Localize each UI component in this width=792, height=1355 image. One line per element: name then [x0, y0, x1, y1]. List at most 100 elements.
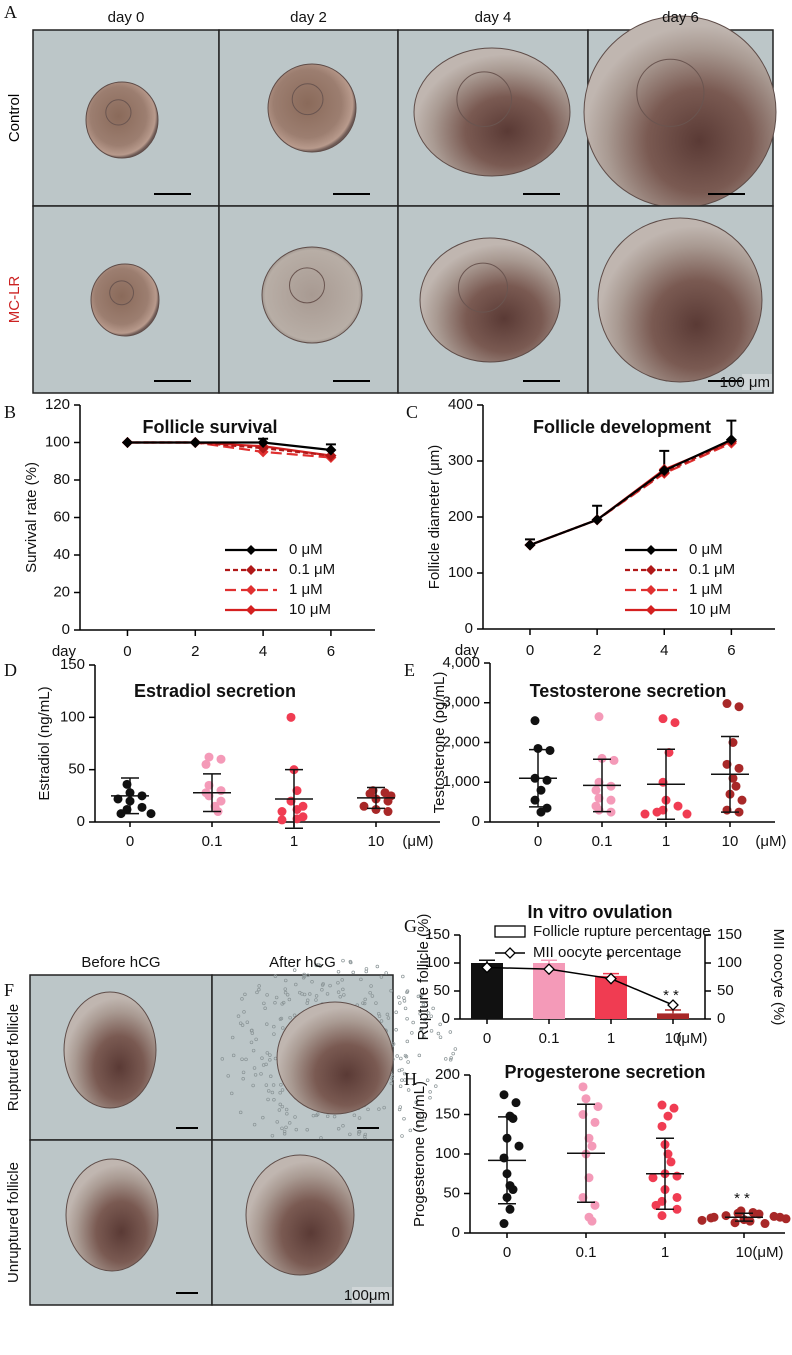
follicle: [583, 15, 777, 209]
cell: [283, 987, 288, 991]
cell: [416, 1124, 421, 1129]
cell: [251, 1048, 256, 1053]
x-axis-label: day: [52, 643, 77, 660]
cell: [338, 995, 342, 999]
cell: [241, 1070, 246, 1075]
cell: [405, 1039, 410, 1044]
column-header: day 2: [290, 9, 327, 26]
cell: [405, 1016, 409, 1021]
data-point: [587, 1141, 597, 1151]
marker: [524, 539, 536, 551]
cell: [386, 1016, 391, 1020]
cell: [268, 1058, 272, 1062]
data-point: [606, 781, 616, 791]
follicle: [597, 217, 763, 383]
data-point: [651, 1200, 661, 1210]
cell: [280, 1002, 284, 1006]
annotation: **: [734, 1190, 754, 1207]
chart-title: Progesterone secretion: [504, 1062, 705, 1082]
cell: [273, 974, 278, 978]
legend-label: 0 μM: [289, 541, 323, 558]
x-tick-label: 1: [607, 1030, 615, 1047]
data-point: [760, 1219, 770, 1229]
cell: [284, 1107, 289, 1112]
cell: [252, 1122, 257, 1127]
data-point: [672, 1204, 682, 1214]
data-point: [508, 1113, 518, 1123]
cell: [398, 1105, 402, 1109]
cell: [426, 1011, 431, 1015]
cell: [272, 1097, 276, 1102]
cell: [431, 1006, 435, 1011]
legend-label: Follicle rupture percentage: [533, 923, 711, 940]
cell: [264, 1083, 269, 1087]
cell: [274, 995, 279, 1000]
y2-axis-label: MII oocyte (%): [770, 929, 787, 1026]
cell: [348, 1132, 352, 1137]
panel-letter: G: [404, 916, 417, 936]
cell: [306, 973, 310, 978]
cell: [447, 1068, 451, 1073]
cell: [241, 1077, 245, 1081]
y2-tick-label: 0: [717, 1010, 725, 1027]
cell: [259, 1072, 263, 1076]
cell: [292, 1013, 297, 1018]
scale-label: 100 μm: [720, 374, 770, 391]
chart-title: In vitro ovulation: [527, 902, 672, 922]
cell: [294, 1127, 299, 1132]
data-point: [542, 775, 552, 785]
cell: [280, 1126, 284, 1131]
marker: [189, 437, 201, 448]
cell: [314, 963, 319, 968]
cell: [278, 1091, 282, 1095]
cell: [261, 1063, 266, 1067]
cell: [265, 1022, 269, 1026]
cell: [229, 1091, 234, 1096]
data-point: [737, 795, 747, 805]
data-point: [669, 1103, 679, 1113]
data-point: [113, 794, 123, 804]
marker: [325, 444, 337, 456]
cell: [379, 1019, 384, 1023]
data-point: [597, 753, 607, 763]
cell: [374, 1001, 378, 1005]
cell: [405, 989, 410, 993]
cell: [425, 1078, 430, 1082]
cell: [263, 1006, 267, 1011]
x-tick-label: 4: [660, 642, 668, 659]
cell: [363, 997, 367, 1002]
data-point: [722, 699, 732, 709]
cell: [310, 980, 314, 984]
cell: [406, 1088, 411, 1092]
legend-label: 1 μM: [689, 581, 723, 598]
y-tick-label: 150: [435, 1105, 460, 1122]
data-point: [591, 785, 601, 795]
cell: [252, 1066, 257, 1070]
y-tick-label: 2,000: [442, 733, 480, 750]
data-point: [216, 754, 226, 764]
cell: [294, 982, 298, 987]
bar: [657, 1013, 689, 1019]
cell: [325, 1114, 330, 1119]
cell: [265, 1051, 270, 1055]
cell: [231, 1053, 236, 1058]
data-point: [359, 801, 369, 811]
data-point: [593, 1102, 603, 1112]
data-point: [536, 807, 546, 817]
cell: [268, 1053, 272, 1057]
legend-marker: [246, 605, 256, 615]
y-tick-label: 120: [45, 396, 70, 413]
cell: [400, 1067, 404, 1072]
cell: [220, 1057, 225, 1061]
y-tick-label: 100: [60, 708, 85, 725]
data-point: [734, 702, 744, 712]
cell: [400, 1078, 404, 1082]
legend-marker: [646, 545, 656, 555]
cell: [328, 983, 332, 988]
y-tick-label: 100: [448, 564, 473, 581]
cell: [351, 970, 355, 975]
chart-title: Estradiol secretion: [134, 681, 296, 701]
marker: [543, 963, 555, 976]
data-point: [216, 786, 226, 796]
data-point: [514, 1141, 524, 1151]
